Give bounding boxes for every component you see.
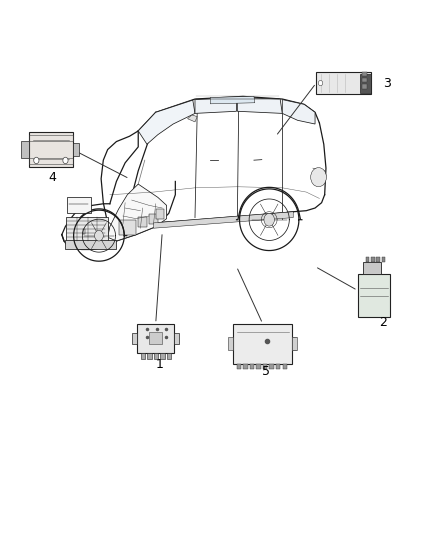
Bar	[316, 72, 371, 94]
Bar	[132, 333, 137, 344]
Bar	[276, 364, 280, 369]
Bar	[250, 364, 254, 369]
Bar	[233, 324, 292, 364]
Text: 2: 2	[379, 316, 387, 329]
Bar	[283, 364, 287, 369]
Text: 1: 1	[156, 358, 164, 372]
Bar	[138, 217, 147, 227]
Bar	[292, 337, 297, 350]
Circle shape	[311, 167, 326, 187]
Polygon shape	[108, 184, 166, 241]
Bar	[256, 364, 261, 369]
Circle shape	[318, 80, 323, 86]
Bar	[376, 257, 380, 262]
Bar	[149, 332, 162, 344]
Bar	[292, 337, 297, 350]
Text: 4: 4	[48, 171, 56, 184]
Polygon shape	[283, 100, 315, 124]
Bar	[366, 257, 369, 262]
Bar	[363, 262, 381, 274]
Bar	[362, 84, 367, 88]
Bar	[371, 257, 374, 262]
Bar	[243, 364, 247, 369]
Bar	[174, 333, 180, 344]
Polygon shape	[210, 96, 255, 104]
Bar	[362, 78, 367, 83]
Bar	[155, 209, 164, 219]
Bar	[154, 353, 158, 359]
Bar	[269, 364, 274, 369]
Bar	[65, 240, 116, 249]
Bar	[73, 143, 79, 157]
Bar	[137, 324, 174, 353]
Bar	[29, 135, 73, 141]
Bar	[141, 353, 145, 359]
Bar	[237, 364, 241, 369]
Circle shape	[264, 213, 275, 226]
Bar	[149, 214, 158, 224]
Bar	[29, 158, 73, 164]
Bar	[357, 274, 390, 317]
Circle shape	[34, 157, 39, 164]
Text: 5: 5	[262, 365, 270, 378]
Circle shape	[63, 157, 68, 164]
Bar	[160, 353, 165, 359]
Polygon shape	[187, 115, 197, 122]
Circle shape	[95, 230, 103, 241]
Text: 3: 3	[383, 77, 391, 90]
Bar	[119, 220, 136, 235]
Bar	[29, 132, 73, 167]
Polygon shape	[138, 100, 195, 144]
Bar	[167, 353, 171, 359]
Bar	[67, 197, 91, 213]
Bar	[21, 141, 29, 158]
Bar	[147, 353, 152, 359]
Bar	[228, 337, 233, 350]
Bar	[381, 257, 385, 262]
Bar	[263, 364, 267, 369]
Polygon shape	[153, 212, 293, 228]
Bar	[362, 72, 367, 76]
Bar	[66, 217, 108, 241]
Polygon shape	[195, 98, 237, 114]
Bar	[360, 74, 371, 93]
Polygon shape	[237, 98, 283, 114]
